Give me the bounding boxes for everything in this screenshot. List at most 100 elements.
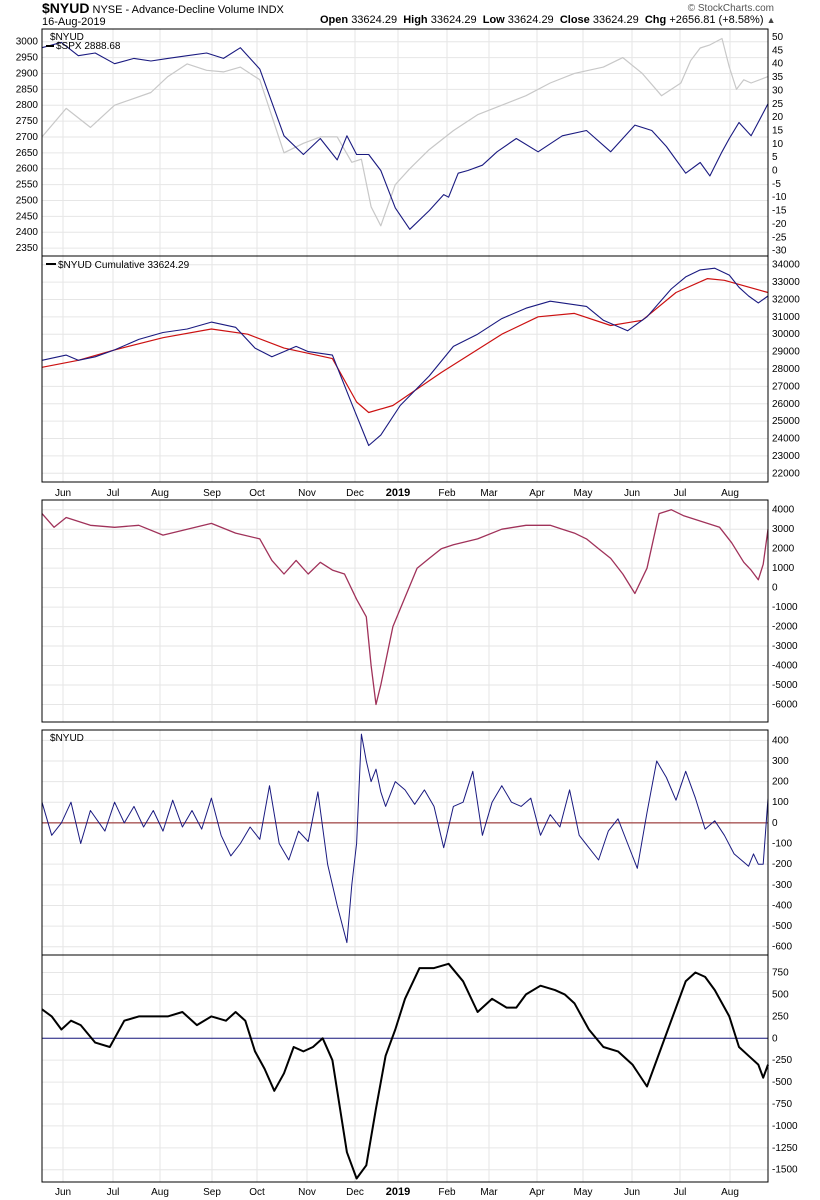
chg-up-icon: ▲ bbox=[766, 15, 776, 25]
ytick-right-p4-0: -600 bbox=[772, 942, 792, 953]
ytick-left-p1-1: 2400 bbox=[16, 227, 39, 238]
ytick-right-p5-7: 250 bbox=[772, 1011, 789, 1022]
month-label-top-1: Jul bbox=[107, 488, 120, 499]
month-label-bottom-13: Jul bbox=[674, 1187, 687, 1198]
ytick-right-p2-10: 32000 bbox=[772, 294, 800, 305]
month-label-bottom-7: 2019 bbox=[386, 1186, 410, 1198]
month-label-top-8: Feb bbox=[438, 488, 456, 499]
month-label-bottom-14: Aug bbox=[721, 1187, 739, 1198]
ytick-right-p3-2: -4000 bbox=[772, 661, 798, 672]
ytick-right-p5-0: -1500 bbox=[772, 1165, 798, 1176]
legend-nyud-p1: $NYUD bbox=[50, 32, 84, 43]
ytick-right-p1-7: 5 bbox=[772, 152, 778, 163]
ytick-right-p3-4: -2000 bbox=[772, 622, 798, 633]
month-label-top-9: Mar bbox=[480, 488, 498, 499]
panel-frame-4 bbox=[41, 729, 769, 956]
ytick-right-p5-3: -750 bbox=[772, 1099, 792, 1110]
date-label: 16-Aug-2019 bbox=[42, 16, 106, 28]
month-label-bottom-0: Jun bbox=[55, 1187, 71, 1198]
ytick-right-p1-16: 50 bbox=[772, 32, 784, 43]
ytick-right-p3-7: 1000 bbox=[772, 563, 795, 574]
legend-nyud-p4: $NYUD bbox=[50, 733, 84, 744]
ytick-right-p2-4: 26000 bbox=[772, 399, 800, 410]
month-label-bottom-6: Dec bbox=[346, 1187, 364, 1198]
ytick-right-p4-4: -200 bbox=[772, 859, 792, 870]
month-label-bottom-10: Apr bbox=[529, 1187, 545, 1198]
cumulative-line bbox=[41, 267, 769, 447]
ytick-right-p3-6: 0 bbox=[772, 583, 778, 594]
ytick-right-p1-2: -20 bbox=[772, 219, 787, 230]
ytick-right-p2-11: 33000 bbox=[772, 277, 800, 288]
ytick-right-p1-3: -15 bbox=[772, 206, 787, 217]
ytick-right-p1-13: 35 bbox=[772, 72, 784, 83]
month-label-top-3: Sep bbox=[203, 488, 221, 499]
brand-label: © StockCharts.com bbox=[687, 3, 774, 14]
cumulative-ma-line bbox=[41, 278, 769, 414]
ytick-left-p1-4: 2550 bbox=[16, 180, 39, 191]
ytick-left-p1-0: 2350 bbox=[16, 243, 39, 254]
ytick-right-p5-6: 0 bbox=[772, 1033, 778, 1044]
month-label-top-10: Apr bbox=[529, 488, 545, 499]
ytick-right-p2-6: 28000 bbox=[772, 364, 800, 375]
ytick-right-p5-2: -1000 bbox=[772, 1121, 798, 1132]
ytick-right-p2-2: 24000 bbox=[772, 434, 800, 445]
ytick-left-p1-10: 2850 bbox=[16, 84, 39, 95]
ytick-right-p3-9: 3000 bbox=[772, 524, 795, 535]
ytick-right-p1-4: -10 bbox=[772, 192, 787, 203]
ytick-right-p2-12: 34000 bbox=[772, 260, 800, 271]
ytick-right-p4-2: -400 bbox=[772, 900, 792, 911]
ytick-right-p4-8: 200 bbox=[772, 777, 789, 788]
ytick-right-p1-1: -25 bbox=[772, 232, 787, 243]
ytick-right-p3-5: -1000 bbox=[772, 602, 798, 613]
oscillator-2-line bbox=[41, 733, 769, 944]
ytick-right-p1-12: 30 bbox=[772, 85, 784, 96]
ytick-right-p3-10: 4000 bbox=[772, 505, 795, 516]
ytick-right-p4-6: 0 bbox=[772, 818, 778, 829]
ytick-right-p2-0: 22000 bbox=[772, 468, 800, 479]
panel-frame-5 bbox=[41, 954, 769, 1183]
ytick-left-p1-12: 2950 bbox=[16, 53, 39, 64]
ytick-right-p3-8: 2000 bbox=[772, 544, 795, 555]
month-label-top-0: Jun bbox=[55, 488, 71, 499]
ytick-right-p1-5: -5 bbox=[772, 179, 781, 190]
ytick-right-p4-10: 400 bbox=[772, 735, 789, 746]
low-label: Low bbox=[482, 14, 505, 26]
ytick-right-p2-1: 23000 bbox=[772, 451, 800, 462]
month-label-top-2: Aug bbox=[151, 488, 169, 499]
month-label-top-11: May bbox=[574, 488, 593, 499]
header-title-line: $NYUD NYSE - Advance-Decline Volume INDX bbox=[42, 0, 284, 16]
ytick-right-p5-1: -1250 bbox=[772, 1143, 798, 1154]
legend-spx-p1: $SPX 2888.68 bbox=[56, 41, 121, 52]
oscillator-1-line bbox=[41, 509, 769, 706]
chg-value: +2656.81 (+8.58%) bbox=[669, 14, 764, 26]
ytick-right-p3-0: -6000 bbox=[772, 699, 798, 710]
legend-cumulative: $NYUD Cumulative 33624.29 bbox=[58, 260, 190, 271]
ytick-right-p4-1: -500 bbox=[772, 921, 792, 932]
description-label: NYSE - Advance-Decline Volume INDX bbox=[92, 4, 284, 16]
ytick-right-p5-4: -500 bbox=[772, 1077, 792, 1088]
chg-label: Chg bbox=[644, 14, 667, 26]
ytick-right-p1-8: 10 bbox=[772, 139, 784, 150]
month-label-bottom-5: Nov bbox=[298, 1187, 316, 1198]
month-label-top-4: Oct bbox=[249, 488, 265, 499]
month-label-bottom-11: May bbox=[574, 1187, 593, 1198]
ytick-left-p1-3: 2500 bbox=[16, 195, 39, 206]
ytick-left-p1-9: 2800 bbox=[16, 100, 39, 111]
panel-frame-3 bbox=[41, 499, 769, 723]
ytick-right-p4-3: -300 bbox=[772, 880, 792, 891]
panel-frame-2 bbox=[41, 255, 769, 483]
ytick-right-p2-9: 31000 bbox=[772, 312, 800, 323]
month-label-top-7: 2019 bbox=[386, 487, 410, 499]
ytick-right-p1-11: 25 bbox=[772, 99, 784, 110]
ytick-right-p4-7: 100 bbox=[772, 797, 789, 808]
ytick-right-p4-9: 300 bbox=[772, 756, 789, 767]
spx-line bbox=[41, 37, 769, 227]
month-label-bottom-1: Jul bbox=[107, 1187, 120, 1198]
month-label-bottom-3: Sep bbox=[203, 1187, 221, 1198]
ytick-right-p1-9: 15 bbox=[772, 125, 784, 136]
ytick-right-p2-5: 27000 bbox=[772, 381, 800, 392]
month-label-bottom-8: Feb bbox=[438, 1187, 456, 1198]
month-label-bottom-12: Jun bbox=[624, 1187, 640, 1198]
